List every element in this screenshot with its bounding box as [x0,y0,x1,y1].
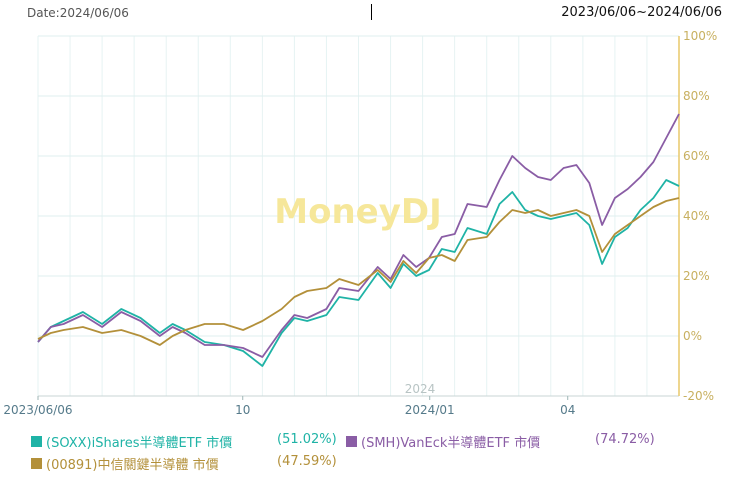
line-chart[interactable]: MoneyDJ 2024 100% 80% 60% 40% 20% 0% -20% 2023/06… [0,26,740,430]
legend-label-soxx: (SOXX)iShares半導體ETF 市價 [46,436,233,451]
series-line-1 [37,113,680,358]
chart-legend: (SOXX)iShares半導體ETF 市價 (51.02%) (SMH)Van… [0,430,740,480]
x-tick-label: 2023/06/06 [3,403,72,417]
legend-item-00891[interactable]: (00891)中信關鍵半導體 市價 [31,454,219,473]
crosshair-cursor [371,4,372,20]
y-tick-label: 0% [683,329,702,343]
date-label: Date:2024/06/06 [27,6,129,20]
legend-swatch-soxx [31,436,42,447]
header-bar: Date:2024/06/06 2023/06/06~2024/06/06 [0,0,740,26]
legend-value-00891: (47.59%) [277,454,337,469]
y-tick-label: 100% [683,29,717,43]
y-tick-label: 60% [683,149,710,163]
x-tick-label: 2024/01 [405,403,455,417]
legend-label-00891: (00891)中信關鍵半導體 市價 [46,458,219,473]
legend-swatch-00891 [31,458,42,469]
date-range-label: 2023/06/06~2024/06/06 [561,5,722,20]
x-tick-label: 04 [560,403,575,417]
year-marker: 2024 [405,382,436,396]
series-line-2 [37,197,680,346]
watermark-text: MoneyDJ [274,192,442,232]
legend-item-soxx[interactable]: (SOXX)iShares半導體ETF 市價 [31,432,232,451]
series-line-0 [37,179,680,367]
legend-swatch-smh [346,436,357,447]
y-tick-label: 40% [683,209,710,223]
y-tick-label: 20% [683,269,710,283]
legend-label-smh: (SMH)VanEck半導體ETF 市價 [361,436,541,451]
legend-value-soxx: (51.02%) [277,432,337,447]
y-tick-label: -20% [683,389,714,403]
y-tick-label: 80% [683,89,710,103]
legend-value-smh: (74.72%) [595,432,655,447]
legend-item-smh[interactable]: (SMH)VanEck半導體ETF 市價 [346,432,540,451]
x-tick-label: 10 [235,403,250,417]
